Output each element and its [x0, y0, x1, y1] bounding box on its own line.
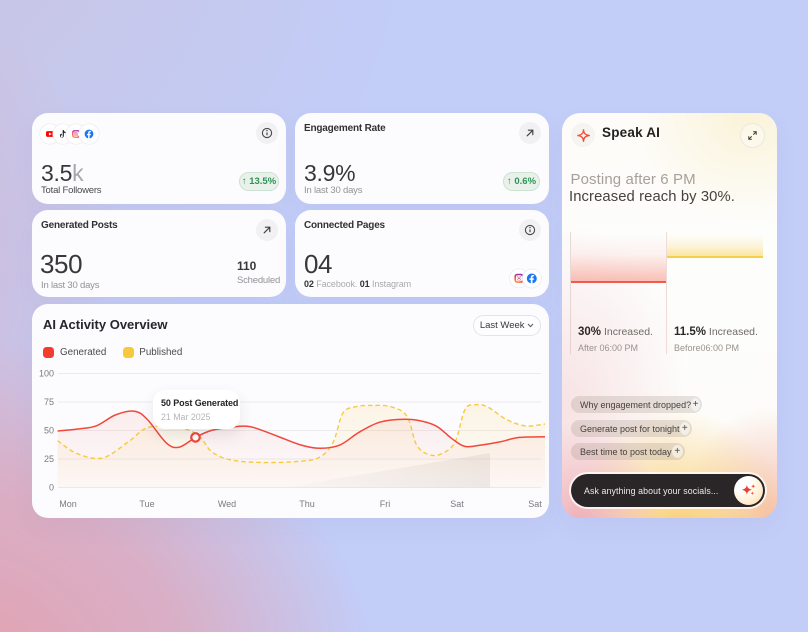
svg-text:Sat: Sat [528, 499, 542, 509]
svg-text:25: 25 [44, 454, 54, 464]
svg-text:75: 75 [44, 397, 54, 407]
svg-text:100: 100 [39, 369, 54, 379]
svg-text:Tue: Tue [139, 499, 154, 509]
svg-text:Thu: Thu [299, 499, 315, 509]
svg-text:Mon: Mon [59, 499, 77, 509]
svg-text:Fri: Fri [380, 499, 391, 509]
svg-text:Wed: Wed [218, 499, 236, 509]
svg-text:50: 50 [44, 426, 54, 436]
svg-text:Sat: Sat [450, 499, 464, 509]
svg-text:0: 0 [49, 483, 54, 493]
